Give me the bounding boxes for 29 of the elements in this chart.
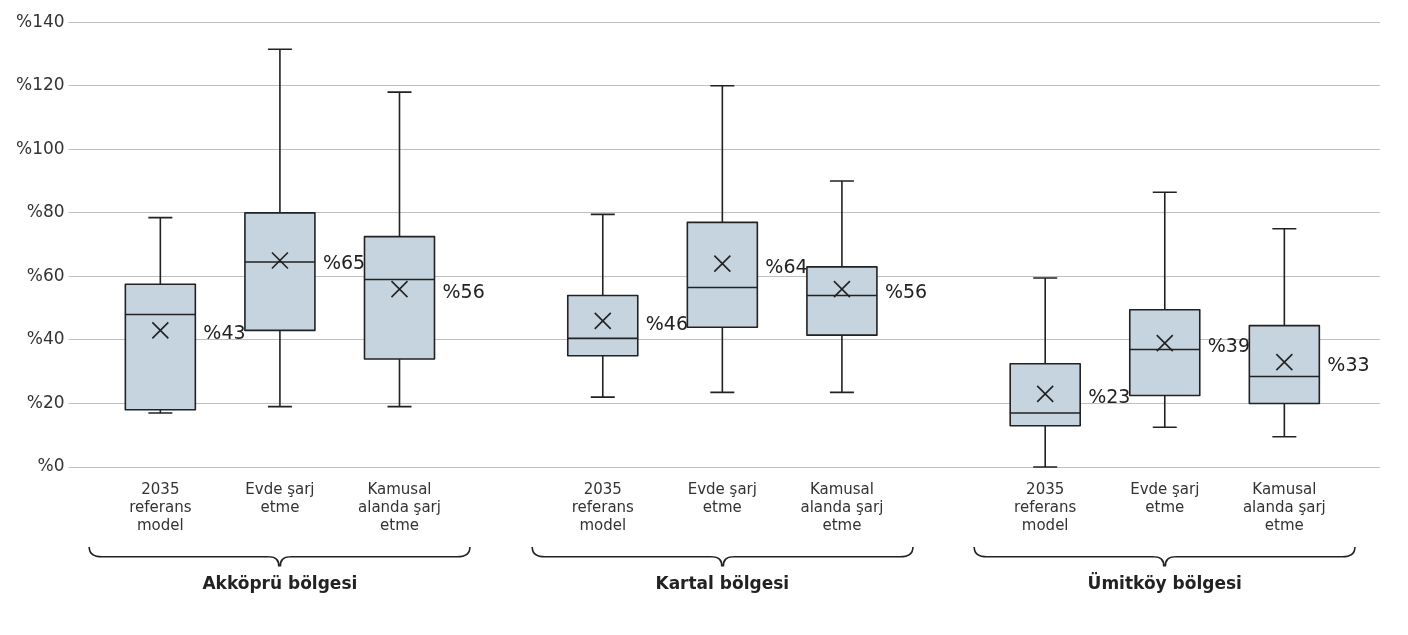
text: %65: [322, 251, 366, 274]
x-tick-label: Kamusal alanda şarj etme: [1242, 479, 1326, 534]
text: %43: [203, 321, 246, 344]
x-tick-label: 2035 referans model: [129, 479, 192, 534]
x-tick-label: Evde şarj etme: [245, 479, 315, 516]
y-tick-label: %60: [26, 264, 65, 285]
text: %33: [1327, 353, 1370, 376]
y-tick-label: %140: [15, 10, 65, 31]
x-tick-label: Evde şarj etme: [687, 479, 757, 516]
text: Kartal bölgesi: [654, 573, 791, 593]
text: %46: [645, 311, 688, 334]
y-tick-label: %80: [26, 201, 65, 222]
x-tick-label: 2035 referans model: [571, 479, 635, 534]
text: %23: [1088, 384, 1131, 407]
y-tick-label: %100: [15, 137, 65, 158]
text: %56: [884, 280, 928, 303]
text: Ümitköy bölgesi: [1086, 573, 1243, 593]
y-tick-label: %40: [26, 328, 65, 349]
text: %39: [1207, 334, 1250, 357]
y-tick-label: %0: [37, 455, 65, 476]
x-tick-label: Kamusal alanda şarj etme: [800, 479, 884, 534]
y-tick-label: %20: [26, 391, 65, 412]
x-tick-label: 2035 referans model: [1014, 479, 1077, 534]
y-tick-label: %120: [15, 74, 65, 95]
x-tick-label: Evde şarj etme: [1130, 479, 1200, 516]
text: Akköprü bölgesi: [201, 573, 359, 593]
text: %64: [765, 254, 808, 277]
text: %56: [442, 280, 485, 303]
x-tick-label: Kamusal alanda şarj etme: [358, 479, 441, 534]
